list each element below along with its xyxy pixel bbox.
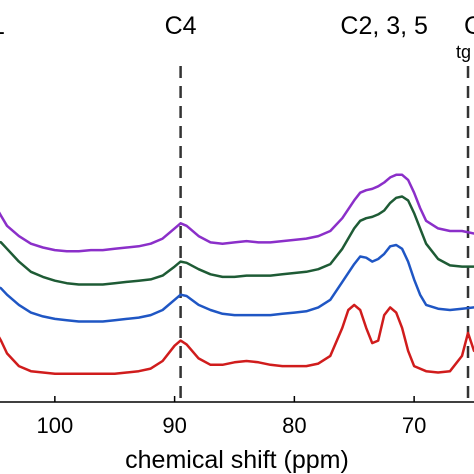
peak-annotation: C1: [0, 12, 5, 40]
x-axis-label: chemical shift (ppm): [125, 446, 349, 474]
annotations: C1 C4 C2, 3, 5 Ctg: [0, 12, 474, 62]
peak-annotation: tg: [456, 42, 471, 62]
peak-annotation: C: [464, 12, 474, 40]
spectrum-line-4: [0, 303, 474, 376]
spectra: [0, 173, 474, 376]
x-tick-label: 70: [402, 413, 426, 438]
spectrum-line-2: [0, 195, 474, 286]
x-tick-label: 80: [282, 413, 306, 438]
peak-annotation: C2, 3, 5: [340, 12, 428, 40]
x-ticks: 100 90 80 70: [36, 396, 426, 438]
spectrum-line-3: [0, 243, 474, 323]
x-tick-label: 90: [162, 413, 186, 438]
peak-annotation: C4: [165, 12, 197, 40]
reference-lines: [179, 66, 470, 402]
spectrum-line-1: [0, 173, 474, 253]
x-tick-label: 100: [36, 413, 73, 438]
